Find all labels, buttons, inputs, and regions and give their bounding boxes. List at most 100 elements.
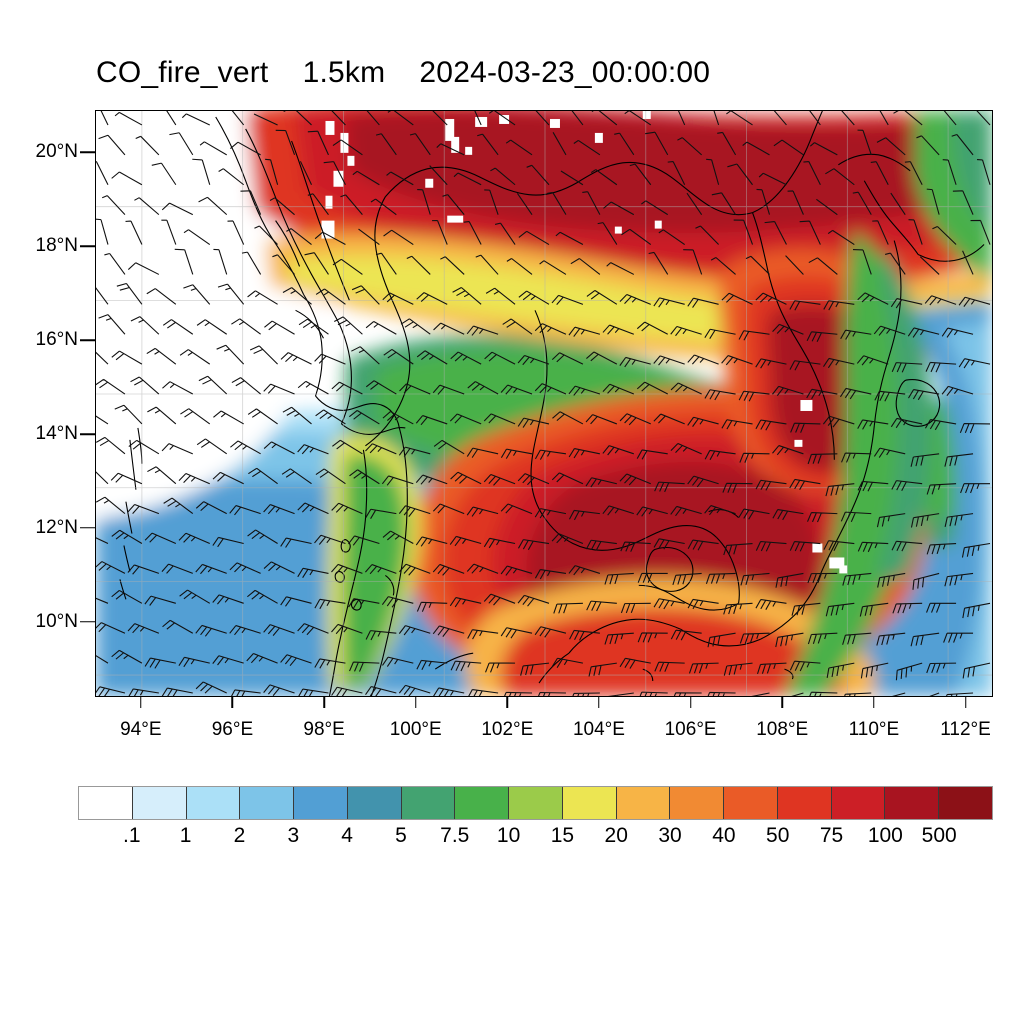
wind-barb: [254, 225, 278, 245]
wind-barb: [183, 284, 211, 305]
wind-barb: [571, 111, 584, 126]
wind-barb: [841, 111, 855, 126]
wind-barb: [196, 319, 228, 335]
colorbar: [78, 786, 993, 820]
wind-barb: [806, 331, 838, 342]
wind-barb: [96, 622, 126, 634]
colorbar-segment: [562, 787, 617, 819]
wind-barb: [860, 662, 889, 679]
wind-barb: [398, 446, 431, 457]
wind-barb: [386, 171, 414, 186]
wind-barb: [135, 135, 160, 156]
wind-barb: [297, 502, 329, 515]
wind-barb: [717, 131, 737, 156]
wind-barb: [162, 381, 194, 395]
wind-barb: [636, 321, 668, 335]
wind-barb: [212, 594, 244, 605]
wind-barb: [568, 326, 601, 337]
wind-barb: [772, 323, 804, 335]
wind-barb: [307, 130, 329, 156]
wind-barb: [624, 111, 652, 126]
wind-barb: [636, 449, 668, 460]
graticule: [96, 111, 992, 696]
wind-barb: [904, 161, 923, 185]
wind-barb: [365, 686, 397, 696]
map-boundaries: [119, 111, 985, 696]
wind-barb: [449, 413, 482, 425]
colorbar-segment: [186, 787, 241, 819]
wind-barb: [789, 360, 821, 371]
wind-barb: [636, 381, 668, 395]
wind-barb: [827, 229, 855, 246]
wind-barb: [534, 626, 567, 638]
wind-barb: [104, 252, 126, 275]
wind-barb: [538, 691, 566, 696]
wind-barb: [516, 193, 533, 215]
wind-barb: [517, 539, 550, 551]
wind-barb: [962, 250, 974, 275]
wind-barb: [365, 380, 397, 395]
wind-barb: [381, 475, 414, 486]
wind-barb: [240, 190, 262, 215]
wind-barb: [932, 226, 957, 245]
wind-barb: [852, 191, 872, 215]
wind-barb: [162, 319, 194, 335]
wind-barb: [547, 191, 567, 215]
wind-barb: [485, 662, 516, 673]
wind-barb: [520, 662, 550, 676]
wind-barb: [958, 296, 991, 307]
wind-barb: [773, 139, 804, 156]
wind-barb: [450, 660, 482, 672]
wind-barb: [174, 248, 194, 275]
wind-barb: [331, 381, 363, 395]
wind-barb: [351, 285, 380, 305]
wind-barb: [130, 376, 160, 395]
wind-barb: [602, 383, 635, 395]
wind-barb: [926, 602, 957, 613]
wind-barb: [415, 474, 448, 485]
wind-barb: [742, 141, 770, 156]
wind-barb: [534, 568, 567, 580]
wind-barb: [859, 602, 889, 617]
wind-barb: [281, 468, 312, 485]
wind-barb: [555, 231, 584, 246]
wind-barb: [127, 623, 160, 634]
wind-barb: [264, 320, 295, 335]
wind-barb: [178, 656, 210, 668]
wind-barb: [704, 389, 736, 401]
wind-barb: [910, 632, 940, 647]
wind-barb: [269, 197, 295, 216]
wind-barb: [416, 350, 448, 365]
wind-barb: [695, 225, 720, 245]
wind-barb: [450, 471, 482, 485]
wind-barb: [687, 416, 719, 427]
colorbar-segment: [240, 787, 295, 819]
wind-barb: [775, 632, 804, 648]
wind-barb: [399, 383, 431, 395]
wind-barb: [672, 572, 702, 586]
wind-barb: [96, 287, 109, 305]
wind-barb: [958, 358, 991, 369]
wind-barb: [803, 160, 821, 185]
wind-barb: [375, 133, 397, 156]
wind-barb: [196, 438, 228, 455]
wind-barb: [641, 200, 669, 216]
colorbar-tick-label: 30: [658, 824, 682, 847]
wind-barb: [816, 198, 838, 216]
wind-barb: [823, 357, 855, 369]
wind-barb: [857, 419, 889, 430]
wind-barb: [297, 444, 329, 455]
wind-barb: [790, 422, 821, 433]
wind-barb: [406, 255, 431, 275]
wind-barb: [891, 362, 923, 373]
wind-barb: [432, 384, 465, 395]
wind-barb: [739, 632, 770, 644]
wind-barb: [926, 662, 957, 674]
wind-barb: [348, 598, 380, 609]
colorbar-tick-label: 4: [341, 824, 353, 847]
wind-barb: [755, 479, 787, 491]
wind-barb: [314, 534, 346, 545]
wind-barb: [738, 390, 770, 402]
wind-barb: [96, 686, 126, 696]
wind-barb: [785, 255, 804, 275]
